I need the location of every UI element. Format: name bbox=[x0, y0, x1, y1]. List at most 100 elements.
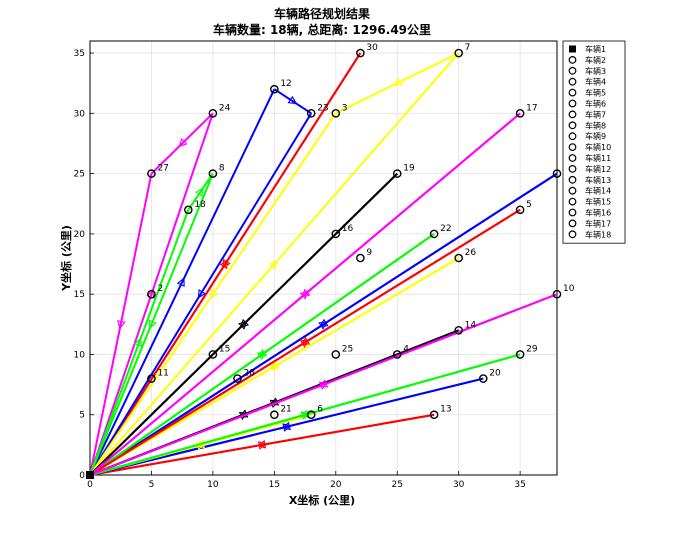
route-segment bbox=[89, 353, 521, 476]
route-segment bbox=[89, 377, 484, 476]
legend-entry-label: 车辆14 bbox=[585, 186, 611, 196]
route-arrow bbox=[318, 318, 329, 328]
route-vehicle-8 bbox=[89, 88, 313, 476]
customer-label: 13 bbox=[440, 405, 451, 415]
route-segment bbox=[187, 173, 214, 211]
legend-entry-label: 车辆8 bbox=[585, 120, 606, 130]
route-segment bbox=[89, 88, 276, 476]
customer-point bbox=[331, 350, 341, 359]
customer-label: 10 bbox=[563, 284, 575, 294]
route-segment bbox=[89, 293, 558, 476]
customer-label: 26 bbox=[465, 248, 477, 258]
route-vehicle-3 bbox=[89, 257, 460, 476]
customer-label: 4 bbox=[403, 344, 409, 354]
legend-entry-label: 车辆3 bbox=[585, 66, 606, 76]
route-arrow bbox=[269, 361, 280, 370]
customer-label: 24 bbox=[219, 103, 231, 113]
route-arrow bbox=[176, 277, 185, 288]
route-arrow bbox=[195, 187, 204, 197]
route-segment bbox=[89, 173, 214, 476]
customer-point bbox=[208, 169, 218, 178]
customer-label: 8 bbox=[219, 164, 225, 174]
customer-label: 3 bbox=[342, 103, 348, 113]
legend-entry-label: 车辆18 bbox=[585, 229, 611, 239]
legend-entry-label: 车辆5 bbox=[585, 88, 606, 98]
customer-point bbox=[208, 109, 218, 118]
route-vehicle-12 bbox=[89, 112, 521, 476]
legend-marker-circle bbox=[568, 154, 577, 162]
customer-nodes: 2345678910111213141516171819202122232425… bbox=[86, 43, 575, 479]
customer-point bbox=[515, 109, 525, 118]
customer-point bbox=[233, 374, 242, 383]
legend-marker-circle bbox=[568, 197, 577, 206]
customer-point bbox=[208, 350, 218, 359]
route-lines bbox=[89, 52, 558, 476]
legend-marker-circle bbox=[568, 66, 577, 75]
customer-label: 11 bbox=[157, 369, 168, 379]
customer-point bbox=[331, 109, 341, 118]
route-vehicle-9 bbox=[89, 52, 460, 476]
route-segment bbox=[335, 52, 460, 115]
route-vehicle-1 bbox=[89, 52, 362, 476]
route-arrow bbox=[146, 289, 155, 299]
customer-point bbox=[306, 410, 316, 420]
y-axis-label: Y坐标 (公里) bbox=[59, 225, 73, 292]
legend-entry-label: 车辆10 bbox=[585, 142, 611, 152]
legend-entry-label: 车辆17 bbox=[585, 218, 611, 228]
route-segment bbox=[89, 208, 521, 476]
legend: 车辆1车辆2车辆3车辆4车辆5车辆6车辆7车辆8车辆9车辆10车辆11车辆12车… bbox=[562, 40, 626, 244]
customer-label: 7 bbox=[465, 43, 471, 53]
legend-entry-label: 车辆15 bbox=[585, 197, 611, 207]
customer-point bbox=[147, 169, 156, 178]
route-arrow bbox=[318, 379, 329, 388]
legend-marker-circle bbox=[568, 121, 577, 130]
customer-label: 18 bbox=[194, 200, 206, 210]
customer-label: 27 bbox=[157, 164, 168, 174]
route-segment bbox=[89, 172, 398, 476]
y-tick-label: 5 bbox=[79, 411, 85, 421]
customer-point bbox=[429, 229, 439, 239]
customer-label: 2 bbox=[157, 284, 163, 294]
chart-title: 车辆路径规划结果 bbox=[274, 6, 370, 21]
customer-label: 30 bbox=[366, 43, 378, 53]
legend-marker-circle bbox=[568, 99, 577, 108]
plot-frame bbox=[89, 40, 558, 476]
route-arrow bbox=[133, 337, 143, 348]
customer-label: 29 bbox=[526, 344, 538, 354]
route-arrow bbox=[222, 258, 231, 269]
route-arrow bbox=[239, 318, 250, 329]
route-segment bbox=[89, 173, 153, 476]
tick-labels: 0 5 10 15 20 25 30 35 0 5 10 15 20 25 30 35 bbox=[74, 49, 526, 490]
customer-label: 22 bbox=[440, 224, 451, 234]
x-tick-label: 15 bbox=[269, 480, 280, 490]
customer-point bbox=[515, 205, 525, 215]
y-tick-label: 0 bbox=[79, 471, 85, 481]
depot-marker bbox=[86, 471, 94, 479]
route-vehicle-11 bbox=[89, 173, 214, 476]
customer-label: 16 bbox=[342, 224, 354, 234]
customer-label: 21 bbox=[280, 405, 291, 415]
x-tick-label: 30 bbox=[453, 480, 465, 490]
route-vehicle-18 bbox=[89, 293, 558, 476]
legend-marker-circle bbox=[568, 143, 577, 152]
y-tick-label: 10 bbox=[74, 350, 86, 360]
customer-label: 20 bbox=[489, 369, 501, 379]
customer-point bbox=[552, 169, 562, 178]
route-segment bbox=[89, 209, 190, 476]
customer-point bbox=[429, 410, 439, 420]
customer-point bbox=[306, 109, 316, 118]
customer-point bbox=[356, 48, 365, 58]
legend-marker-circle bbox=[568, 77, 577, 86]
x-tick-label: 20 bbox=[330, 480, 342, 490]
customer-point bbox=[478, 374, 488, 383]
legend-entry-label: 车辆6 bbox=[585, 99, 606, 109]
legend-entry-label: 车辆16 bbox=[585, 208, 611, 218]
legend-marker-circle bbox=[568, 208, 577, 217]
customer-label: 15 bbox=[219, 344, 230, 354]
route-segment bbox=[273, 88, 312, 115]
route-arrow bbox=[148, 319, 157, 330]
route-arrow bbox=[300, 336, 311, 346]
x-axis-label: X坐标 (公里) bbox=[289, 493, 355, 507]
route-arrow bbox=[392, 77, 403, 86]
customer-label: 6 bbox=[317, 405, 323, 415]
